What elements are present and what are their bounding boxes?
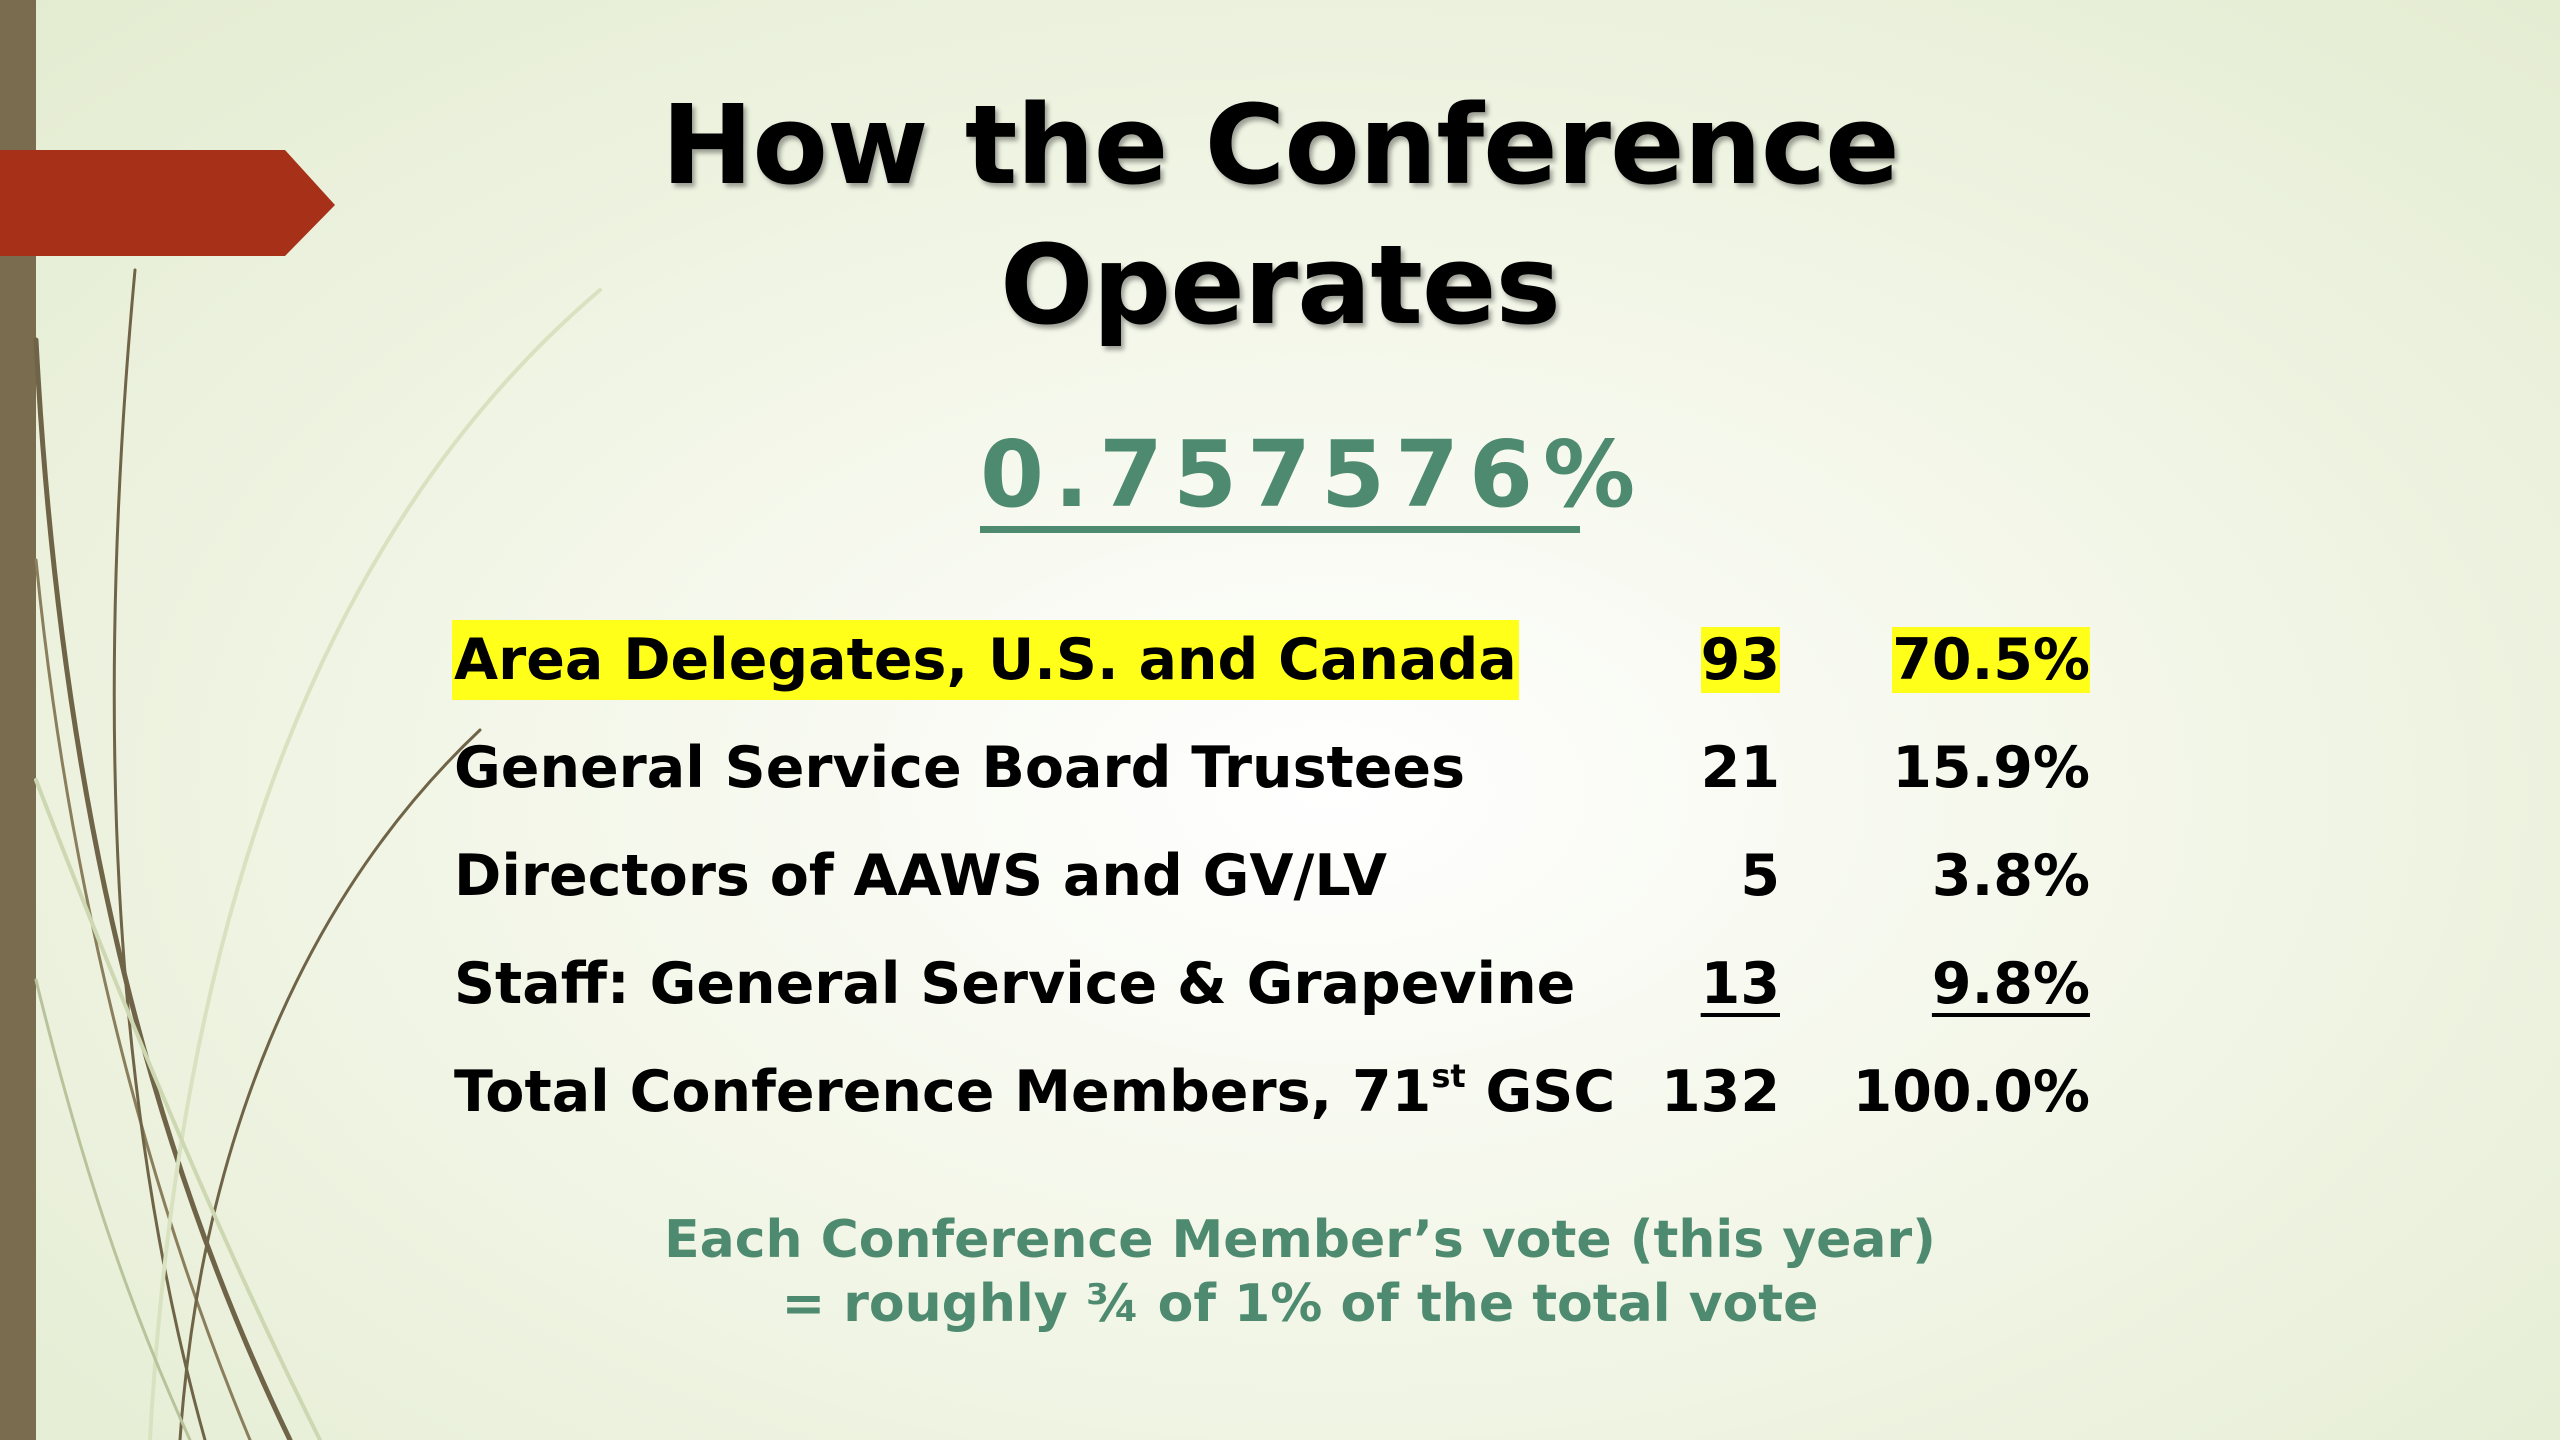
row-percent: 70.5%: [1892, 627, 2090, 693]
red-arrow-shape: [0, 150, 335, 256]
row-percent: 9.8%: [1931, 951, 2090, 1017]
footnote-line-1: Each Conference Member’s vote (this year…: [664, 1210, 1936, 1270]
table-row-staff: Staff: General Service & Grapevine 13 9.…: [0, 944, 2560, 1024]
table-row-total: Total Conference Members, 71st GSC 132 1…: [0, 1052, 2560, 1132]
headline-percentage-underline: [980, 526, 1580, 533]
decorative-swoosh-lines: [33, 268, 602, 1440]
table-row-directors: Directors of AAWS and GV/LV 5 3.8%: [0, 836, 2560, 916]
row-percent: 3.8%: [1931, 843, 2090, 909]
row-count: 132: [1661, 1059, 1780, 1125]
row-percent: 15.9%: [1892, 735, 2090, 801]
row-label: Directors of AAWS and GV/LV: [454, 843, 1387, 909]
row-count: 5: [1740, 843, 1780, 909]
table-row-trustees: General Service Board Trustees 21 15.9%: [0, 728, 2560, 808]
row-count: 13: [1700, 951, 1780, 1017]
row-label: Area Delegates, U.S. and Canada: [452, 620, 1519, 700]
slide-title-line-2: Operates: [1000, 221, 1561, 349]
footnote-line-2: = roughly ¾ of 1% of the total vote: [781, 1274, 1819, 1334]
row-count: 93: [1700, 627, 1780, 693]
row-label: Total Conference Members, 71st GSC: [454, 1057, 1616, 1125]
table-row-area-delegates: Area Delegates, U.S. and Canada 93 70.5%: [0, 620, 2560, 700]
headline-percentage: 0.757576%: [980, 421, 1646, 528]
row-label: General Service Board Trustees: [454, 735, 1465, 801]
slide-title-line-1: How the Conference: [661, 81, 1899, 209]
row-count: 21: [1700, 735, 1780, 801]
row-percent: 100.0%: [1852, 1059, 2090, 1125]
row-label: Staff: General Service & Grapevine: [454, 951, 1576, 1017]
